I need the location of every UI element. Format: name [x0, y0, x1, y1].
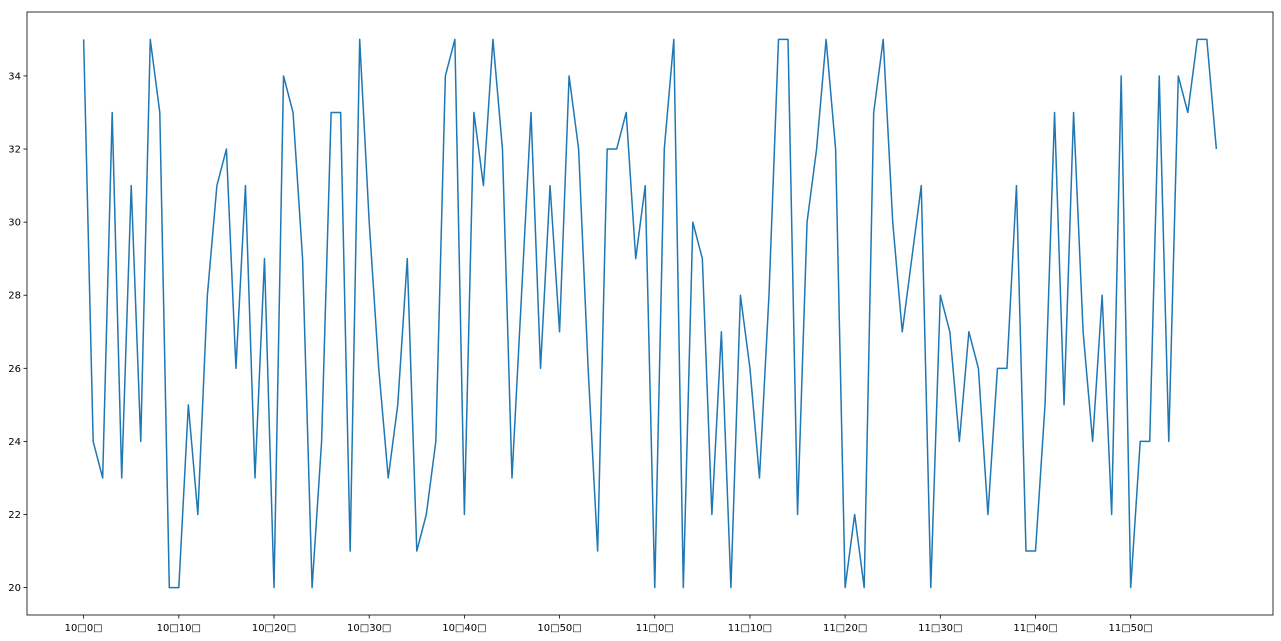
- x-tick-label: 11□50□: [1109, 623, 1153, 634]
- y-tick-label: 30: [8, 218, 21, 229]
- y-tick-label: 28: [8, 291, 21, 302]
- x-tick-label: 10□10□: [157, 623, 201, 634]
- y-tick-label: 22: [8, 510, 21, 521]
- data-line: [82, 38, 1218, 589]
- x-tick-label: 11□10□: [728, 623, 772, 634]
- x-tick-label: 10□0□: [65, 623, 103, 634]
- y-tick-label: 20: [8, 583, 21, 594]
- x-tick-label: 10□20□: [252, 623, 296, 634]
- y-tick-label: 24: [8, 437, 21, 448]
- x-tick-label: 10□40□: [442, 623, 486, 634]
- x-tick-label: 10□30□: [347, 623, 391, 634]
- x-tick-label: 11□30□: [918, 623, 962, 634]
- x-tick-label: 11□0□: [636, 623, 674, 634]
- y-tick-label: 26: [8, 364, 21, 375]
- y-tick-label: 32: [8, 145, 21, 156]
- x-tick-label: 10□50□: [537, 623, 581, 634]
- x-tick-label: 11□20□: [823, 623, 867, 634]
- x-tick-label: 11□40□: [1013, 623, 1057, 634]
- plot-frame: [26, 11, 1274, 616]
- y-tick-label: 34: [8, 71, 21, 82]
